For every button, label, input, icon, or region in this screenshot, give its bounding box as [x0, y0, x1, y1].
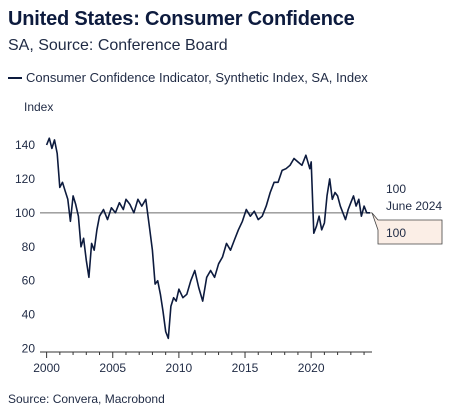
y-axis-label: Index [24, 100, 53, 114]
chart-subtitle: SA, Source: Conference Board [8, 37, 228, 54]
last-value-label: 100 [386, 226, 406, 240]
chart-title: United States: Consumer Confidence [8, 8, 355, 30]
y-tick-label: 100 [15, 206, 35, 220]
y-tick-label: 40 [22, 308, 36, 322]
x-tick-label: 2015 [232, 361, 259, 375]
x-ticks: 2000 2005 2010 2015 2020 [33, 352, 365, 375]
x-tick-label: 2020 [298, 361, 325, 375]
annotation-date: June 2024 [386, 199, 442, 213]
y-tick-label: 60 [22, 274, 36, 288]
line-chart: Index 20 40 60 80 100 120 140 2000 2005 2010 2015… [15, 100, 443, 375]
y-tick-label: 20 [22, 342, 36, 356]
last-value-box [371, 212, 443, 245]
x-tick-label: 2010 [166, 361, 193, 375]
series-line [45, 137, 370, 340]
legend: Consumer Confidence Indicator, Synthetic… [8, 70, 368, 85]
y-tick-label: 120 [15, 172, 35, 186]
legend-swatch [8, 76, 22, 79]
y-ticks: 20 40 60 80 100 120 140 [15, 138, 35, 356]
annotation-value: 100 [386, 182, 406, 196]
x-tick-label: 2005 [99, 361, 126, 375]
source-note: Source: Convera, Macrobond [8, 392, 165, 406]
legend-label: Consumer Confidence Indicator, Synthetic… [26, 70, 368, 85]
y-tick-label: 140 [15, 138, 35, 152]
x-tick-label: 2000 [33, 361, 60, 375]
y-tick-label: 80 [22, 240, 36, 254]
